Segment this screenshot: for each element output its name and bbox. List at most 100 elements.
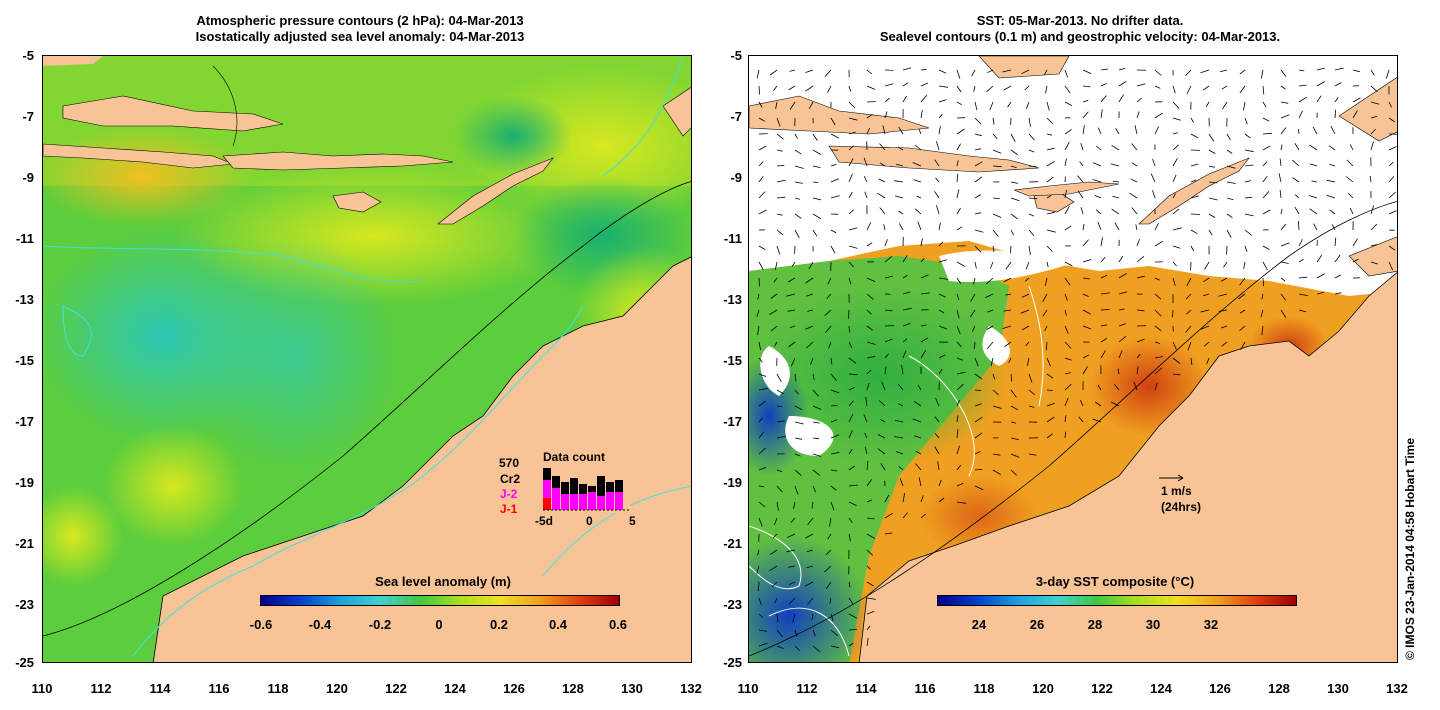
velocity-arrow	[1239, 85, 1246, 94]
velocity-arrow	[848, 85, 852, 92]
velocity-arrow	[1082, 354, 1089, 359]
velocity-arrow	[1226, 229, 1232, 238]
velocity-arrow	[812, 213, 821, 219]
velocity-arrow	[1298, 69, 1305, 72]
lat-tick: -5	[22, 48, 34, 63]
velocity-arrow	[936, 141, 940, 151]
velocity-arrow	[1080, 142, 1084, 151]
left-title-line1: Atmospheric pressure contours (2 hPa): 0…	[196, 13, 524, 28]
velocity-arrow	[1010, 421, 1017, 424]
velocity-arrow	[1369, 175, 1372, 183]
velocity-arrow	[1042, 293, 1048, 303]
velocity-arrow	[1244, 180, 1252, 183]
velocity-arrow	[1080, 400, 1084, 407]
velocity-arrow	[866, 382, 870, 391]
velocity-arrow	[1100, 309, 1110, 311]
velocity-arrow	[884, 111, 888, 119]
velocity-arrow	[769, 309, 778, 316]
lat-tick: -9	[730, 170, 742, 185]
velocity-arrow	[913, 400, 922, 407]
velocity-arrow	[992, 245, 995, 253]
velocity-arrow	[794, 213, 802, 219]
velocity-arrow	[974, 245, 982, 253]
velocity-arrow	[1152, 158, 1156, 167]
velocity-arrow	[756, 309, 760, 318]
velocity-arrow	[1208, 213, 1216, 218]
velocity-arrow	[898, 403, 904, 407]
velocity-arrow	[938, 69, 947, 74]
velocity-arrow	[1077, 190, 1084, 199]
velocity-arrow	[776, 245, 781, 255]
velocity-arrow	[1082, 111, 1089, 119]
velocity-arrow	[902, 493, 906, 503]
velocity-arrow	[866, 499, 873, 503]
velocity-arrow	[1100, 237, 1103, 247]
velocity-arrow	[848, 341, 853, 349]
velocity-arrow	[1046, 133, 1053, 136]
velocity-arrow	[1117, 368, 1120, 375]
velocity-arrow	[1386, 69, 1390, 79]
velocity-arrow	[986, 341, 994, 349]
velocity-arrow	[1190, 195, 1200, 199]
velocity-arrow	[992, 165, 1002, 168]
velocity-arrow	[1028, 229, 1035, 237]
lon-tick: 130	[1327, 681, 1349, 696]
velocity-scale-note: (24hrs)	[1161, 500, 1202, 514]
velocity-arrow	[1064, 261, 1073, 267]
velocity-arrow	[789, 69, 796, 72]
velocity-arrow	[1244, 245, 1248, 252]
velocity-arrow	[1208, 165, 1215, 168]
velocity-arrow	[1388, 146, 1397, 151]
lat-tick: -11	[15, 231, 34, 246]
velocity-arrow	[884, 366, 887, 375]
velocity-arrow	[1244, 213, 1254, 217]
velocity-arrow	[1046, 195, 1052, 199]
velocity-arrow	[1298, 258, 1304, 263]
velocity-arrow	[848, 581, 851, 588]
velocity-arrow	[1064, 225, 1072, 231]
velocity-arrow	[794, 629, 798, 637]
velocity-arrow	[1388, 261, 1394, 271]
velocity-arrow	[1082, 223, 1085, 231]
velocity-arrow	[1294, 194, 1300, 199]
velocity-arrow	[1003, 309, 1012, 312]
velocity-arrow	[806, 341, 814, 349]
velocity-arrow	[1298, 309, 1307, 313]
velocity-arrow	[1349, 207, 1354, 215]
velocity-arrow	[884, 309, 893, 312]
velocity-arrow	[1172, 227, 1182, 231]
velocity-arrow	[787, 277, 796, 283]
velocity-arrow	[884, 239, 888, 247]
lat-tick: -17	[15, 414, 34, 429]
sst-map[interactable]: 1 m/s (24hrs) 3-day SST composite (°C) 2…	[748, 55, 1398, 663]
sla-map[interactable]: Sea level anomaly (m) -0.6 -0.4 -0.2 0 0…	[42, 55, 692, 663]
velocity-arrow	[1082, 99, 1089, 103]
velocity-arrow	[1152, 190, 1156, 199]
velocity-arrow	[758, 447, 766, 455]
velocity-arrow	[1172, 85, 1176, 94]
velocity-arrow	[881, 381, 886, 391]
velocity-arrow	[920, 324, 927, 327]
velocity-arrow	[895, 451, 904, 455]
velocity-arrow	[812, 629, 816, 637]
lon-tick: 116	[208, 681, 230, 696]
velocity-arrow	[990, 357, 994, 367]
velocity-arrow	[974, 389, 982, 391]
velocity-arrow	[776, 196, 786, 199]
velocity-arrow	[769, 565, 778, 572]
velocity-arrow	[934, 159, 940, 167]
velocity-arrow	[1046, 101, 1050, 111]
velocity-arrow	[1136, 97, 1142, 103]
velocity-arrow	[769, 69, 778, 76]
velocity-arrow	[758, 176, 764, 183]
lon-tick: 120	[1032, 681, 1054, 696]
velocity-arrow	[1226, 149, 1233, 154]
velocity-arrow	[1064, 309, 1067, 316]
data-count-legend: 570 Data count Cr2 J-2 J-1 -5d 0 5	[491, 450, 651, 530]
velocity-arrow	[794, 229, 800, 239]
velocity-arrow	[920, 350, 927, 359]
velocity-arrow	[1298, 276, 1308, 279]
data-count-xtick: 0	[586, 514, 593, 528]
velocity-arrow	[938, 241, 944, 247]
velocity-arrow	[884, 97, 890, 103]
